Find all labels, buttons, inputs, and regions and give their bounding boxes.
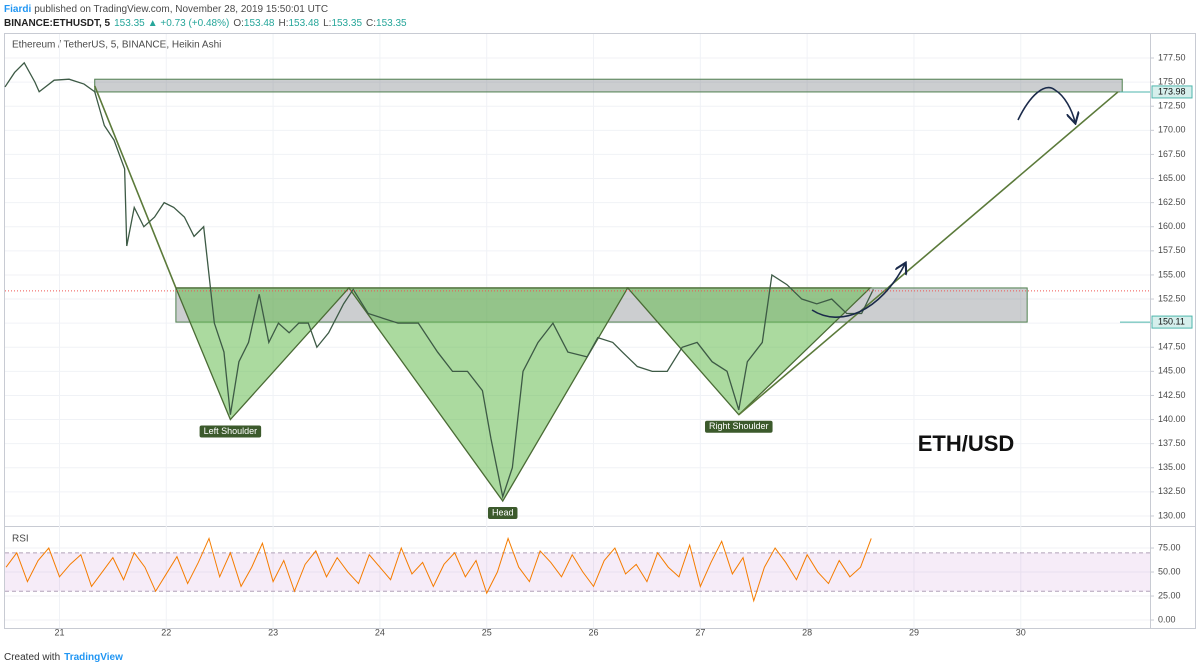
pattern-triangle — [626, 287, 872, 416]
x-tick-label: 28 — [802, 627, 812, 637]
x-tick-label: 21 — [54, 627, 64, 637]
quote-value: 153.48 — [289, 18, 320, 29]
x-tick-label: 23 — [268, 627, 278, 637]
y-tick-label: 140.00 — [1158, 414, 1186, 424]
header-line-1: Fiardi published on TradingView.com, Nove… — [4, 4, 328, 15]
arrow — [811, 264, 905, 318]
pattern-label: Head — [492, 507, 514, 517]
rsi-line — [5, 536, 872, 603]
zone — [94, 78, 1123, 93]
x-tick-label: 24 — [375, 627, 385, 637]
pattern-triangle — [174, 287, 351, 421]
quote-value: 153.35 — [331, 18, 362, 29]
x-tick-label: 29 — [909, 627, 919, 637]
created-with: Created with — [4, 652, 60, 663]
trend-line — [738, 91, 1119, 416]
pane-title: Ethereum / TetherUS, 5, BINANCE, Heikin … — [12, 40, 221, 51]
y-tick-label: 170.00 — [1158, 125, 1186, 135]
y-tick-label: 142.50 — [1158, 390, 1186, 400]
quote-value: 153.35 — [376, 18, 407, 29]
y-tick-label: 145.00 — [1158, 366, 1186, 376]
quote-value: 153.48 — [244, 18, 275, 29]
y-tick-label: 130.00 — [1158, 510, 1186, 520]
quote-label: O: — [233, 18, 244, 29]
y-tick-label: 157.50 — [1158, 245, 1186, 255]
price-label: 150.11 — [1158, 316, 1185, 326]
y-tick-label: 137.50 — [1158, 438, 1186, 448]
y-tick-label: 75.00 — [1158, 542, 1181, 552]
rsi-band — [5, 552, 1150, 592]
header-line-2: BINANCE:ETHUSDT, 5 153.35 ▲ +0.73 (+0.48%)… — [4, 18, 407, 29]
y-tick-label: 147.50 — [1158, 342, 1186, 352]
pattern-label: Left Shoulder — [204, 426, 258, 436]
arrow — [1017, 86, 1075, 122]
rsi-title: RSI — [12, 534, 29, 545]
pattern-label-bg — [705, 420, 773, 433]
pattern-label-bg — [487, 507, 518, 520]
x-tick-label: 30 — [1016, 627, 1026, 637]
y-tick-label: 172.50 — [1158, 101, 1186, 111]
quote-label: L: — [323, 18, 331, 29]
published: published on TradingView.com, November 2… — [34, 4, 328, 15]
price-line — [4, 61, 874, 500]
y-tick-label: 152.50 — [1158, 293, 1186, 303]
y-tick-label: 25.00 — [1158, 590, 1181, 600]
symbol: BINANCE:ETHUSDT, 5 — [4, 18, 111, 29]
x-tick-label: 26 — [589, 627, 599, 637]
pattern-label: Right Shoulder — [709, 421, 769, 431]
pattern-label-bg — [199, 425, 262, 438]
x-tick-label: 27 — [695, 627, 705, 637]
chart-frame — [4, 33, 1196, 629]
y-tick-label: 155.00 — [1158, 269, 1186, 279]
change: ▲ +0.73 (+0.48%) — [148, 18, 230, 29]
quote-label: H: — [279, 18, 289, 29]
y-tick-label: 167.50 — [1158, 149, 1186, 159]
y-tick-label: 165.00 — [1158, 173, 1186, 183]
price-label-bg — [1151, 315, 1193, 329]
last: 153.35 — [114, 18, 145, 29]
pattern-triangle — [347, 287, 629, 503]
quote-label: C: — [366, 18, 376, 29]
trend-line — [93, 85, 177, 289]
y-tick-label: 177.50 — [1158, 52, 1186, 62]
x-tick-label: 25 — [482, 627, 492, 637]
author[interactable]: Fiardi — [4, 4, 31, 15]
y-tick-label: 0.00 — [1158, 614, 1176, 624]
y-tick-label: 135.00 — [1158, 462, 1186, 472]
y-tick-label: 162.50 — [1158, 197, 1186, 207]
brand[interactable]: TradingView — [64, 652, 123, 663]
footer: Created with TradingView — [4, 652, 123, 663]
y-tick-label: 160.00 — [1158, 221, 1186, 231]
y-tick-label: 175.00 — [1158, 76, 1186, 86]
y-tick-label: 50.00 — [1158, 566, 1181, 576]
annotation: ETH/USD — [918, 431, 1015, 456]
price-label-bg — [1151, 85, 1193, 99]
x-tick-label: 22 — [161, 627, 171, 637]
y-tick-label: 132.50 — [1158, 486, 1186, 496]
price-label: 173.98 — [1158, 86, 1186, 96]
